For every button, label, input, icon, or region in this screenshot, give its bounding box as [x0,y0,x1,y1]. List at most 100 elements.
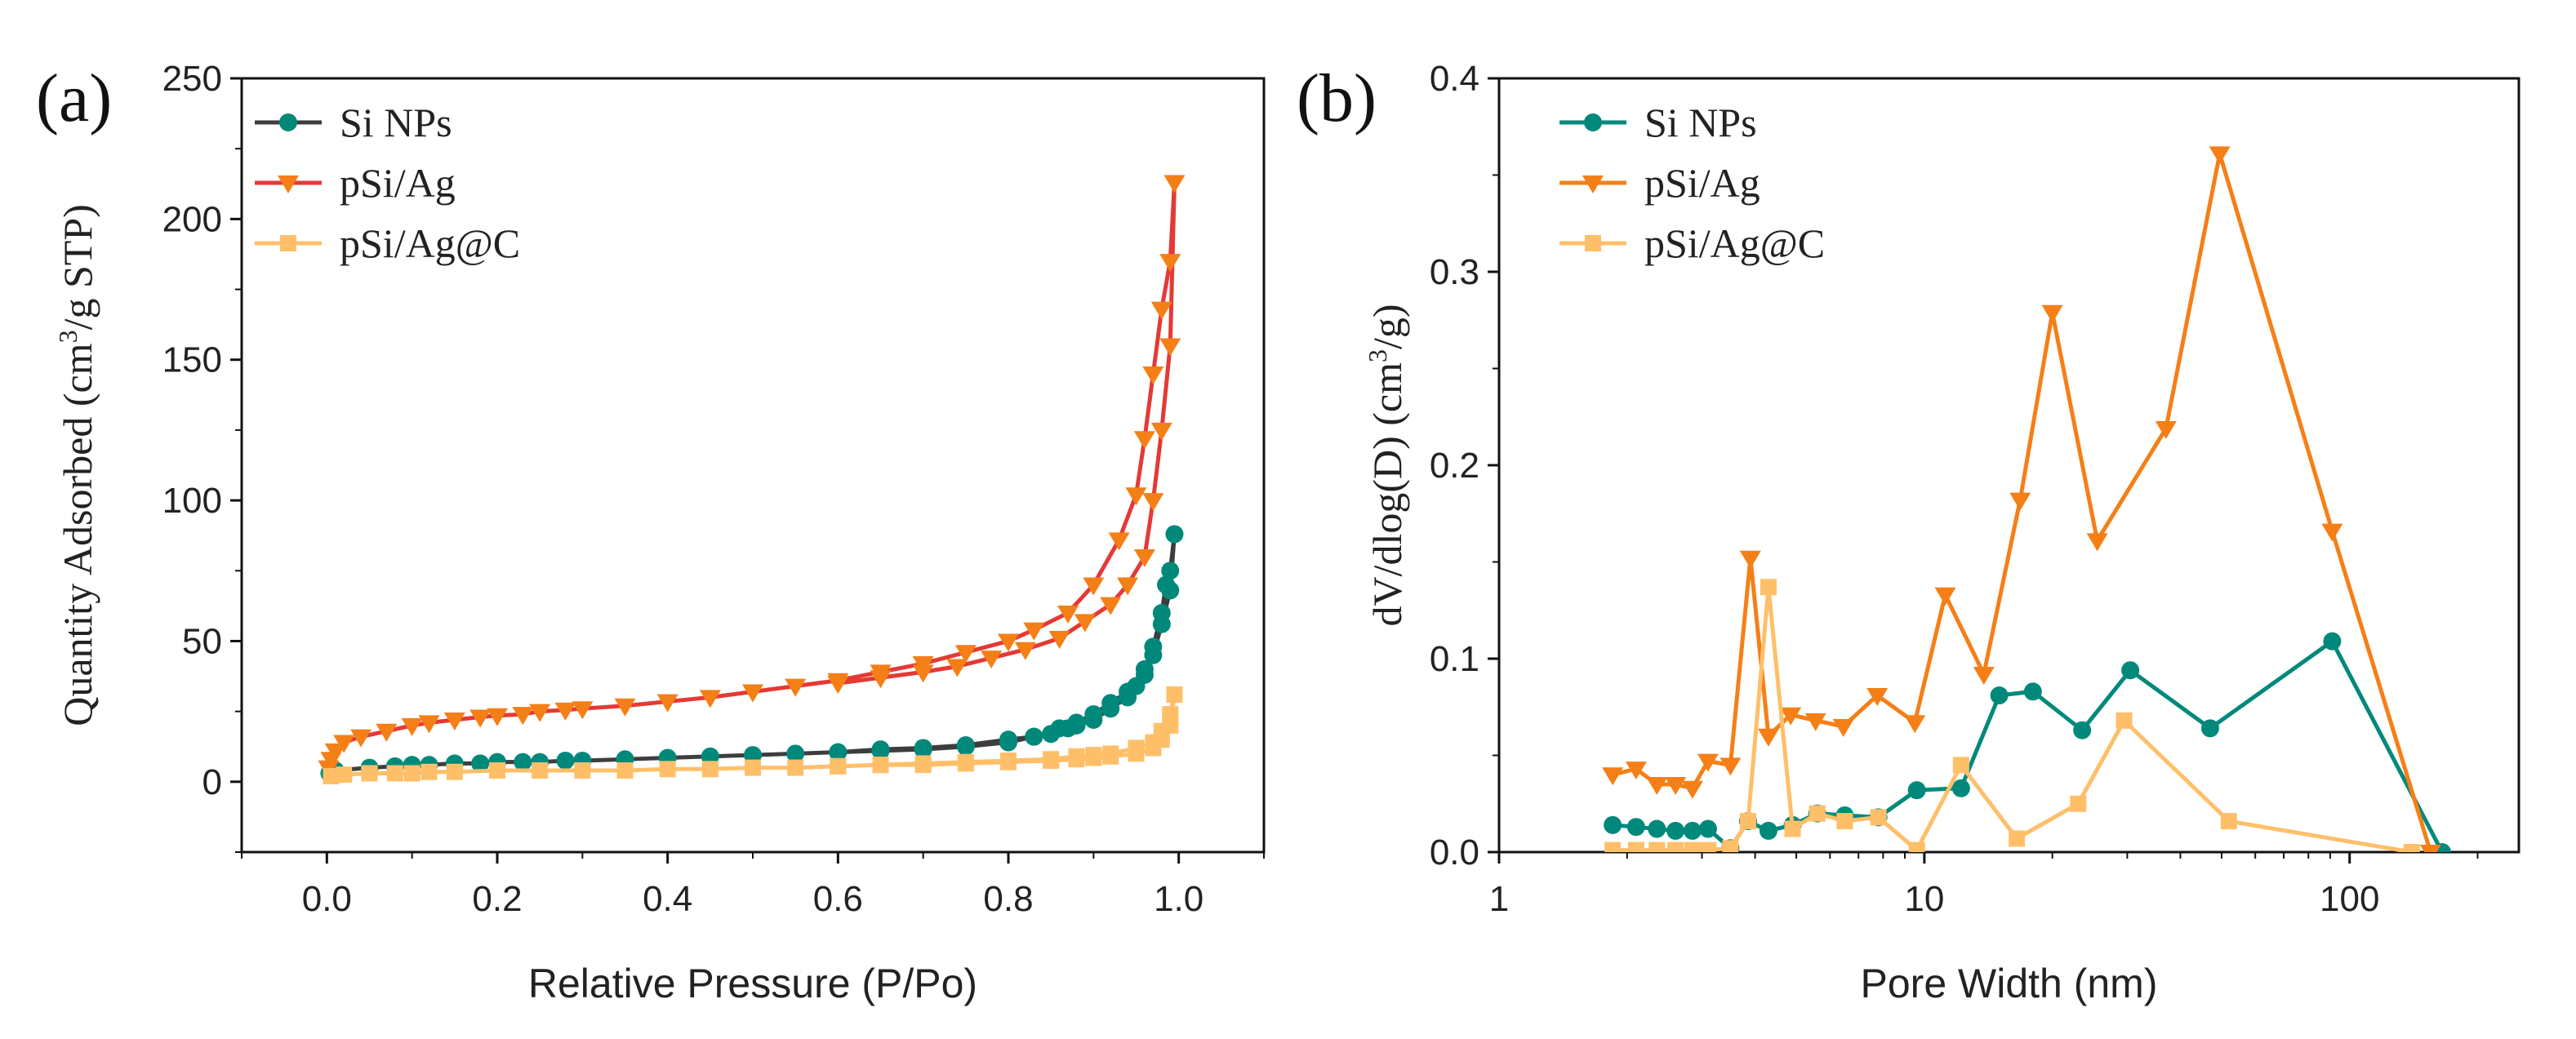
data-point [443,712,465,730]
data-point [745,759,761,776]
y-axis-title-part: /g STP) [55,204,100,330]
data-point [1025,727,1043,746]
data-point [1057,605,1079,624]
data-point [420,763,438,780]
data-point [2155,420,2177,439]
data-point [1152,615,1171,633]
data-point [1133,431,1155,450]
data-point [1908,841,1925,852]
data-point [1133,549,1155,568]
data-point [1866,688,1889,707]
data-point [1119,682,1137,701]
data-point [1135,665,1154,684]
series-line [1612,639,2445,852]
data-point [956,737,975,756]
panel-a: 0.0 0.2 0.4 0.6 0.8 1.0 0 50 100 150 200 250 Relativ… [36,59,1266,1006]
data-point [1108,532,1130,551]
data-point [1832,718,1854,737]
data-point [512,707,534,726]
data-point [1646,777,1668,796]
data-point [1904,715,1926,734]
data-point [376,723,398,742]
panel-label: (a) [36,60,112,136]
data-point [1759,821,1777,840]
data-point [870,670,892,689]
y-tick-label: 250 [162,59,222,99]
legend-label: pSi/Ag [1644,160,1760,206]
x-tick-label: 10 [1904,879,1944,919]
y-axis-title: dV/dlog(D) (cm3/g) [1363,304,1410,626]
data-point [1050,719,1069,738]
data-point [1043,752,1060,769]
data-point [1161,581,1180,600]
legend-label: pSi/Ag@C [1644,220,1825,266]
data-point [1990,686,2009,705]
data-point [1666,821,1685,840]
y-tick-label: 150 [162,340,222,380]
data-point [1625,761,1647,780]
data-point [1951,779,1970,797]
data-point [1720,757,1742,776]
x-tick-label: 0.2 [472,879,522,919]
data-point [1973,666,1995,685]
data-point [1697,753,1719,772]
data-point [1604,815,1622,834]
data-point [1626,818,1645,837]
data-point [2009,830,2026,847]
data-point [616,762,634,779]
data-point [1084,705,1103,724]
data-point [350,729,372,748]
data-point [1128,745,1145,762]
data-point [2041,304,2063,323]
data-point [829,743,848,761]
data-point [830,757,847,775]
legend-marker [1585,235,1601,251]
panel-b: 1 10 100 0.0 0.1 0.2 0.3 0.4 Pore Width (nm) dV/d… [1297,59,2520,1006]
data-point [469,709,492,728]
y-axis-title-sup: 3 [53,330,82,343]
x-tick-label: 100 [2320,879,2379,919]
data-point [2323,632,2342,650]
data-point [701,761,719,778]
data-point [1681,780,1703,799]
data-point [659,761,676,778]
x-tick-label: 1.0 [1154,879,1203,919]
legend: Si NPs pSi/Ag pSi/Ag@C [255,100,520,266]
data-point [1952,757,1969,774]
y-tick-label: 50 [182,621,222,661]
data-point [999,733,1017,752]
data-point [2073,721,2092,739]
data-point [656,694,678,713]
data-point [446,763,463,780]
series-psi-ag [318,175,1186,779]
data-point [1780,707,1802,726]
y-axis-title-sup: 3 [1363,349,1392,362]
data-point [2200,719,2219,738]
data-point [532,762,549,779]
data-point [1142,493,1164,512]
data-point [2086,533,2108,552]
data-point [1100,597,1122,615]
legend-label: pSi/Ag [340,160,456,206]
data-point [1836,813,1853,830]
data-point [2321,523,2343,542]
data-point [556,751,575,770]
data-point [1165,525,1184,544]
data-point [1048,631,1070,650]
x-tick-label: 0.0 [302,879,352,919]
data-point [2121,661,2140,680]
data-point [1074,614,1096,633]
data-point [785,678,807,697]
data-point [487,708,508,726]
data-point [529,704,551,722]
data-point [361,765,378,782]
data-point [699,690,721,708]
data-point [827,676,849,695]
data-point [1150,301,1172,320]
data-point [1000,753,1017,770]
data-point [1648,841,1666,852]
data-point [701,747,719,766]
data-point [1602,767,1624,786]
data-point [1907,781,1926,800]
data-point [1117,577,1139,596]
